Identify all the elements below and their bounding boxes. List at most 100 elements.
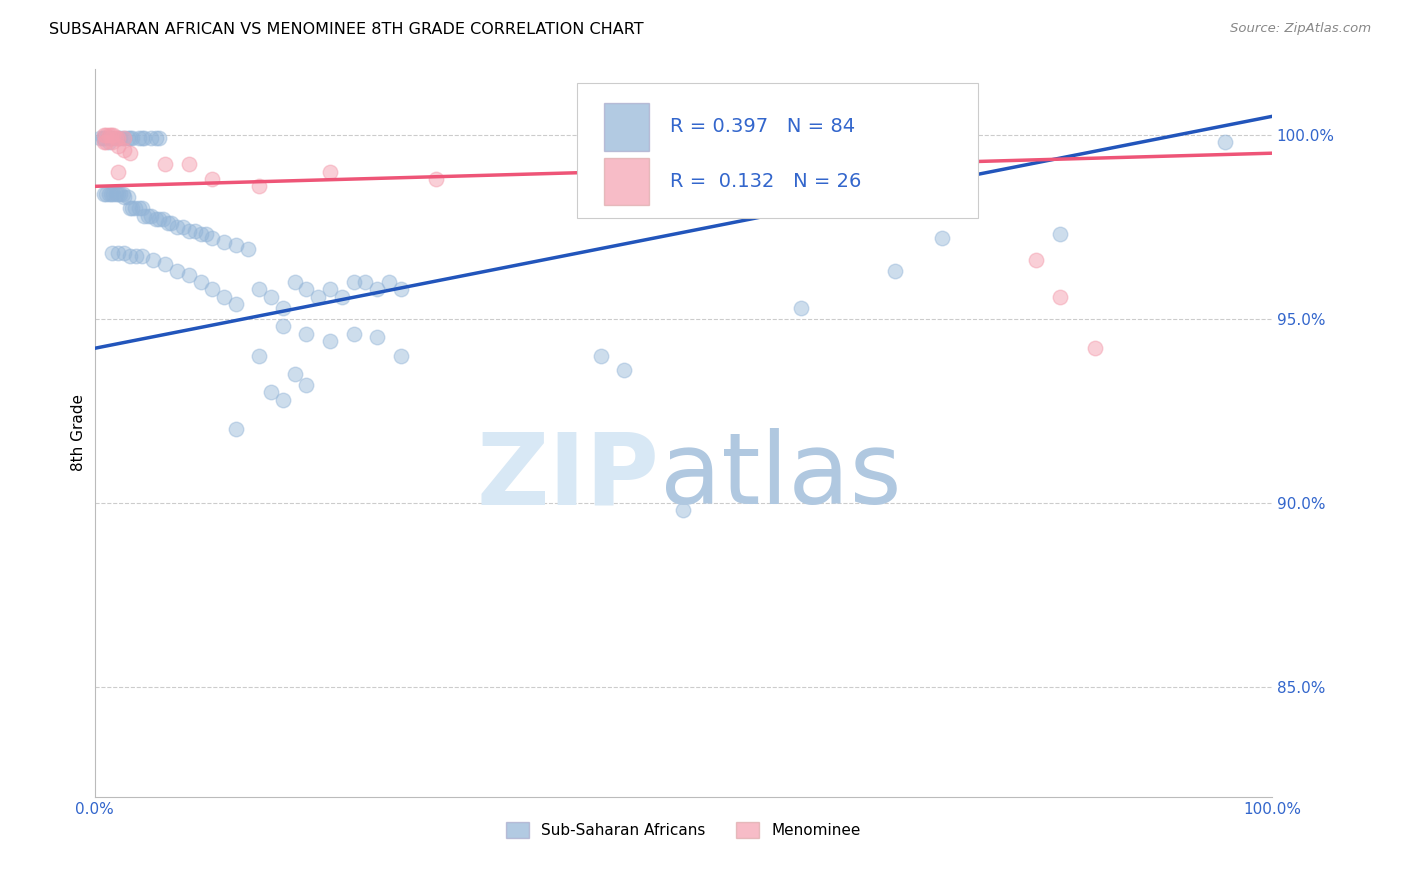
Text: ZIP: ZIP — [477, 428, 659, 525]
Point — [295, 378, 318, 392]
Point — [271, 392, 294, 407]
Point — [110, 131, 132, 145]
Point — [132, 209, 155, 223]
Point — [342, 275, 364, 289]
Point — [125, 249, 148, 263]
Point — [101, 135, 124, 149]
Point — [93, 135, 115, 149]
Point — [907, 172, 929, 186]
Point — [96, 186, 118, 201]
Point — [100, 128, 122, 142]
Point — [389, 349, 412, 363]
Point — [118, 249, 141, 263]
Point — [107, 245, 129, 260]
Point — [307, 290, 329, 304]
Point — [589, 349, 612, 363]
Text: atlas: atlas — [659, 428, 901, 525]
Point — [103, 128, 125, 142]
Point — [613, 363, 636, 377]
Point — [112, 245, 135, 260]
Point — [201, 282, 224, 296]
Text: Source: ZipAtlas.com: Source: ZipAtlas.com — [1230, 22, 1371, 36]
Point — [319, 282, 342, 296]
Point — [1025, 252, 1047, 267]
Point — [117, 190, 139, 204]
FancyBboxPatch shape — [578, 83, 977, 218]
Point — [247, 349, 270, 363]
Point — [156, 216, 179, 230]
Point — [104, 186, 127, 201]
Point — [319, 164, 342, 178]
Point — [342, 326, 364, 341]
Point — [201, 172, 224, 186]
Bar — [605, 158, 650, 205]
Point — [101, 245, 124, 260]
Point — [121, 131, 143, 145]
Text: R = 0.397   N = 84: R = 0.397 N = 84 — [671, 118, 855, 136]
Point — [166, 219, 188, 234]
Point — [97, 128, 120, 142]
Point — [260, 290, 283, 304]
Point — [183, 223, 205, 237]
Point — [212, 290, 235, 304]
Point — [118, 146, 141, 161]
Point — [111, 186, 134, 201]
Text: SUBSAHARAN AFRICAN VS MENOMINEE 8TH GRADE CORRELATION CHART: SUBSAHARAN AFRICAN VS MENOMINEE 8TH GRAD… — [49, 22, 644, 37]
Point — [112, 131, 135, 145]
Point — [97, 131, 120, 145]
Point — [107, 164, 129, 178]
Point — [177, 223, 200, 237]
Point — [112, 190, 135, 204]
Point — [101, 131, 124, 145]
Point — [366, 330, 388, 344]
Point — [131, 249, 153, 263]
Point — [271, 319, 294, 334]
Point — [136, 209, 159, 223]
Point — [131, 131, 153, 145]
Point — [118, 202, 141, 216]
Point — [260, 385, 283, 400]
Point — [931, 231, 953, 245]
Point — [884, 264, 907, 278]
Point — [112, 131, 135, 145]
Point — [97, 186, 120, 201]
Point — [284, 275, 307, 289]
Point — [128, 131, 150, 145]
Point — [91, 131, 114, 145]
Point — [89, 131, 111, 145]
Point — [330, 290, 353, 304]
Point — [389, 282, 412, 296]
Point — [190, 275, 212, 289]
Point — [155, 257, 177, 271]
Point — [152, 212, 174, 227]
Point — [93, 186, 115, 201]
Point — [103, 186, 125, 201]
Text: R =  0.132   N = 26: R = 0.132 N = 26 — [671, 172, 862, 191]
Point — [100, 186, 122, 201]
Point — [225, 422, 247, 436]
Point — [172, 219, 194, 234]
Point — [96, 128, 118, 142]
Point — [284, 367, 307, 381]
Point — [128, 202, 150, 216]
Point — [107, 186, 129, 201]
Bar — [605, 103, 650, 151]
Point — [1049, 227, 1071, 242]
Point — [1213, 135, 1236, 149]
Point — [247, 179, 270, 194]
Point — [271, 301, 294, 315]
Point — [148, 212, 170, 227]
Point — [124, 202, 146, 216]
Point — [107, 131, 129, 145]
Point — [672, 503, 695, 517]
Point — [849, 157, 872, 171]
Point — [166, 264, 188, 278]
Point — [366, 282, 388, 296]
Point — [225, 238, 247, 252]
Point — [104, 131, 127, 145]
Point — [96, 135, 118, 149]
Point — [121, 202, 143, 216]
Point — [155, 157, 177, 171]
Point — [295, 326, 318, 341]
Point — [378, 275, 401, 289]
